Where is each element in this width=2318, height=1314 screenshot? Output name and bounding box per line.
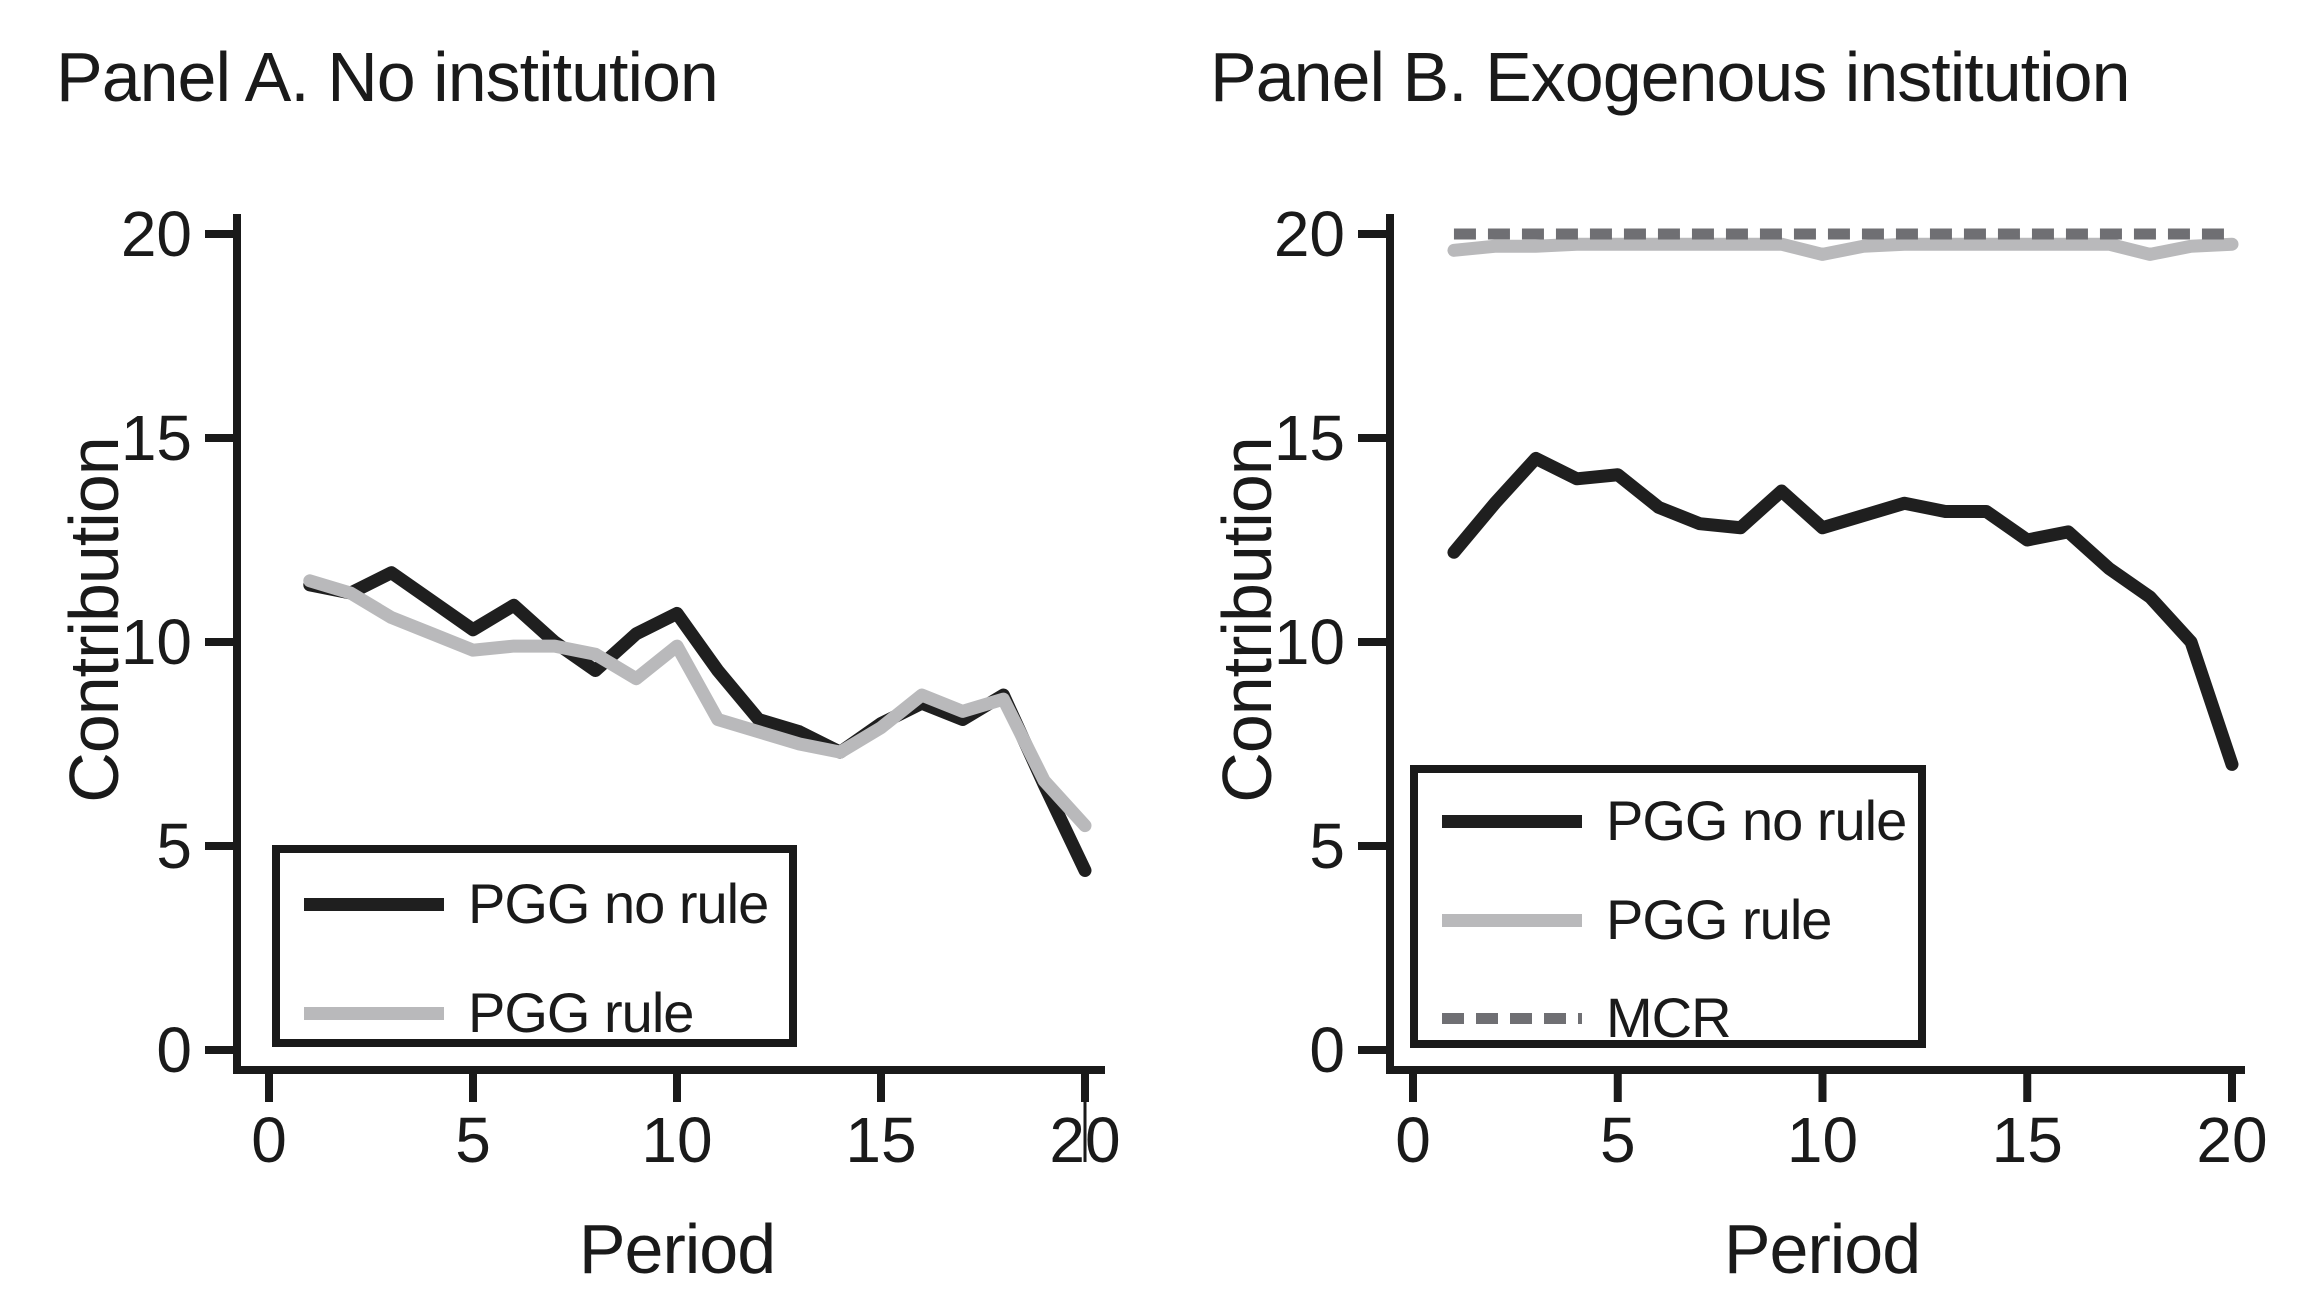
y-tick-label: 15 (1273, 402, 1345, 474)
legend-label-pgg-rule: PGG rule (468, 981, 694, 1044)
y-tick-label: 5 (1309, 810, 1345, 882)
series-line-pgg-no-rule (1447, 451, 2239, 771)
x-tick-label: 5 (455, 1104, 491, 1176)
legend-entry-pgg-no-rule: PGG no rule (1442, 789, 1907, 852)
legend-entry-mcr: MCR (1442, 986, 1732, 1049)
x-tick-label: 10 (641, 1104, 713, 1176)
x-tick-label: 15 (1991, 1104, 2063, 1176)
y-tick-label: 10 (120, 606, 192, 678)
panel-a-legend: PGG no rule PGG rule (272, 845, 797, 1047)
y-tick-label: 0 (1309, 1014, 1345, 1086)
x-tick-label: 0 (1395, 1104, 1431, 1176)
panel-b-title: Panel B. Exogenous institution (1210, 38, 2131, 116)
panel-b-legend: PGG no rule PGG rule MCR (1410, 765, 1926, 1048)
y-tick-label: 20 (120, 198, 192, 270)
legend-line-sample-pgg-no-rule (1442, 814, 1582, 828)
legend-label-mcr: MCR (1606, 986, 1732, 1049)
x-tick-label: 10 (1786, 1104, 1859, 1176)
x-tick-label: 20 (1049, 1104, 1121, 1176)
x-tick-label: 0 (251, 1104, 287, 1176)
y-tick-label: 15 (120, 402, 192, 474)
legend-entry-pgg-rule: PGG rule (304, 981, 694, 1044)
legend-entry-pgg-no-rule: PGG no rule (304, 872, 769, 935)
series-line-pgg-rule (1447, 237, 2239, 261)
legend-entry-pgg-rule: PGG rule (1442, 888, 1832, 951)
legend-label-pgg-no-rule: PGG no rule (1606, 789, 1907, 852)
y-tick-label: 5 (156, 810, 192, 882)
series-line-pgg-rule (303, 574, 1092, 833)
panel-b-x-axis-label: Period (1723, 1210, 1921, 1288)
legend-line-sample-mcr (1442, 1012, 1582, 1024)
legend-label-pgg-no-rule: PGG no rule (468, 872, 769, 935)
x-tick-label: 5 (1599, 1104, 1636, 1176)
panel-a-title: Panel A. No institution (56, 38, 719, 116)
legend-label-pgg-rule: PGG rule (1606, 888, 1832, 951)
series-line-pgg-no-rule (303, 566, 1092, 877)
panel-a-x-axis-label: Period (578, 1210, 776, 1288)
y-tick-label: 10 (1273, 606, 1345, 678)
legend-line-sample-pgg-no-rule (304, 897, 444, 911)
x-tick-label: 15 (845, 1104, 917, 1176)
legend-line-sample-pgg-rule (1442, 913, 1582, 927)
legend-line-sample-pgg-rule (304, 1006, 444, 1020)
y-tick-label: 20 (1273, 198, 1345, 270)
y-tick-label: 0 (156, 1014, 192, 1086)
x-tick-label: 20 (2196, 1104, 2268, 1176)
